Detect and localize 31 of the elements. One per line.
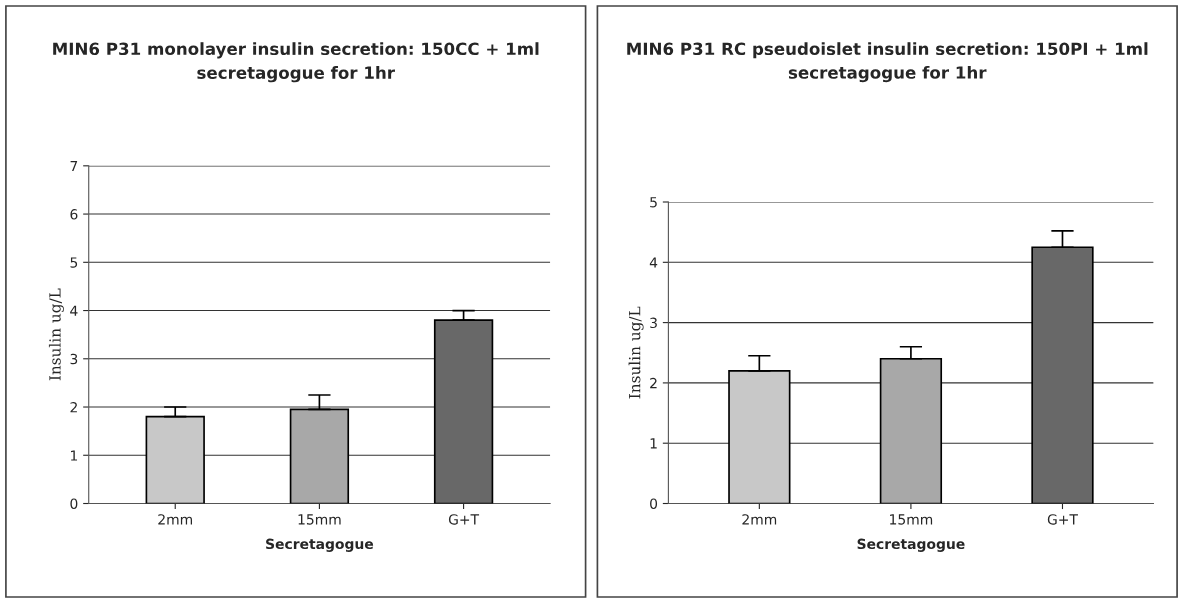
y-tick-label: 6	[70, 209, 78, 220]
y-tick-label: 5	[70, 257, 78, 268]
x-tick-label: G+T	[448, 514, 480, 525]
y-tick-label: 0	[650, 498, 658, 509]
y-tick-label: 1	[71, 450, 78, 461]
bar	[728, 370, 791, 504]
x-tick-label: G+T	[1047, 514, 1078, 525]
chart-title: MIN6 P31 RC pseudoislet insulin secretion: 150PI + 1ml secretagogue for 1hr	[627, 42, 1148, 83]
y-axis-title: Insulin ug/L	[48, 288, 64, 381]
y-tick-label: 2	[70, 401, 77, 413]
x-axis-title: Secretagogue	[266, 538, 374, 552]
bar	[1031, 246, 1094, 504]
x-tick-label: 2mm	[158, 514, 192, 525]
bar	[879, 357, 943, 504]
x-tick-label: 15mm	[298, 514, 341, 525]
y-tick-label: 1	[650, 438, 657, 449]
bar	[433, 319, 494, 504]
x-axis-title: Secretagogue	[857, 538, 965, 552]
x-tick-label: 15mm	[890, 514, 933, 525]
y-tick-label: 3	[70, 353, 78, 365]
y-tick-label: 5	[650, 197, 657, 208]
y-axis-title: Insulin ug/L	[628, 306, 644, 399]
y-tick-label: 3	[650, 317, 657, 329]
y-tick-label: 7	[70, 160, 78, 172]
y-tick-label: 4	[649, 257, 658, 268]
x-tick-label: 2mm	[742, 514, 777, 525]
chart-title: MIN6 P31 monolayer insulin secretion: 150CC + 1ml secretagogue for 1hr	[53, 42, 539, 83]
y-tick-label: 4	[70, 305, 78, 316]
bar	[145, 415, 205, 504]
y-tick-label: 0	[70, 498, 78, 509]
y-tick-label: 2	[650, 377, 657, 389]
